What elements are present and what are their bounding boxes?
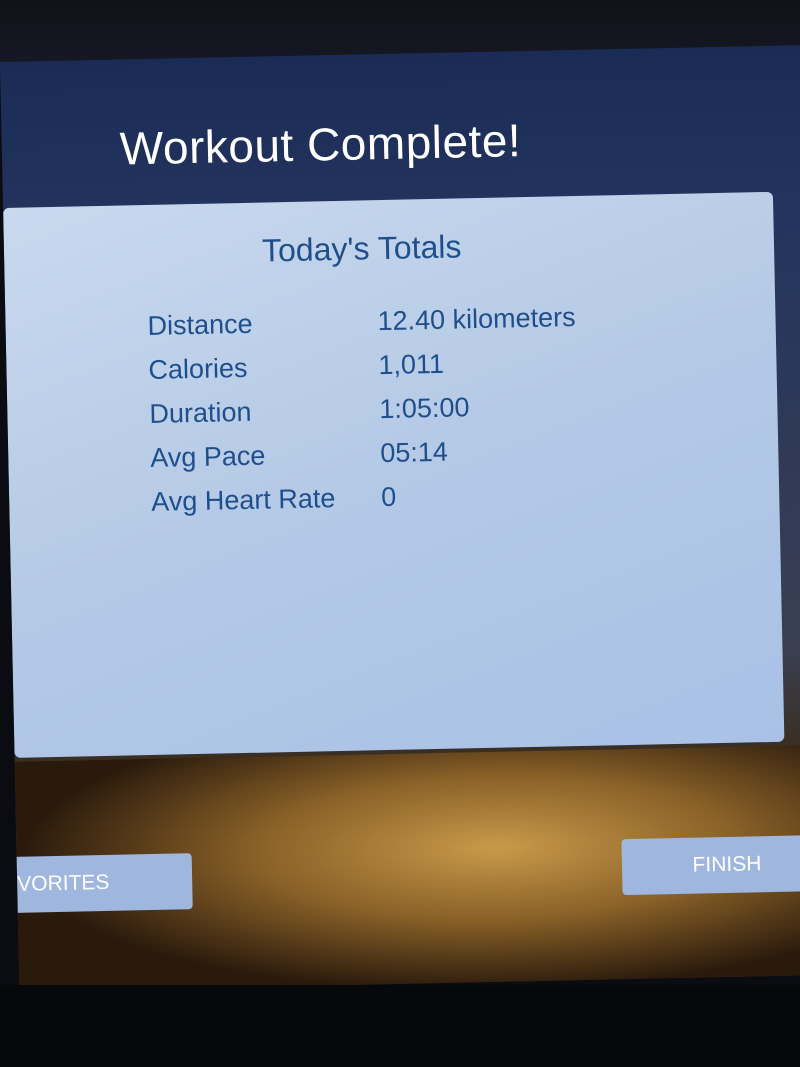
workout-screen: Workout Complete! Today's Totals Distanc… xyxy=(0,45,800,992)
stat-row-avg-pace: Avg Pace 05:14 xyxy=(150,436,449,473)
stat-row-distance: Distance 12.40 kilometers xyxy=(147,302,576,341)
totals-heading: Today's Totals xyxy=(261,228,462,269)
screen-bezel-bottom xyxy=(0,985,800,1067)
totals-panel: Today's Totals Distance 12.40 kilometers … xyxy=(3,191,785,758)
stat-row-duration: Duration 1:05:00 xyxy=(149,392,470,429)
page-title: Workout Complete! xyxy=(119,114,522,175)
stat-row-avg-heart-rate: Avg Heart Rate 0 xyxy=(150,481,397,517)
stat-row-calories: Calories 1,011 xyxy=(148,348,445,385)
favorites-button[interactable]: VORITES xyxy=(6,853,193,914)
finish-button[interactable]: FINISH xyxy=(621,834,800,896)
